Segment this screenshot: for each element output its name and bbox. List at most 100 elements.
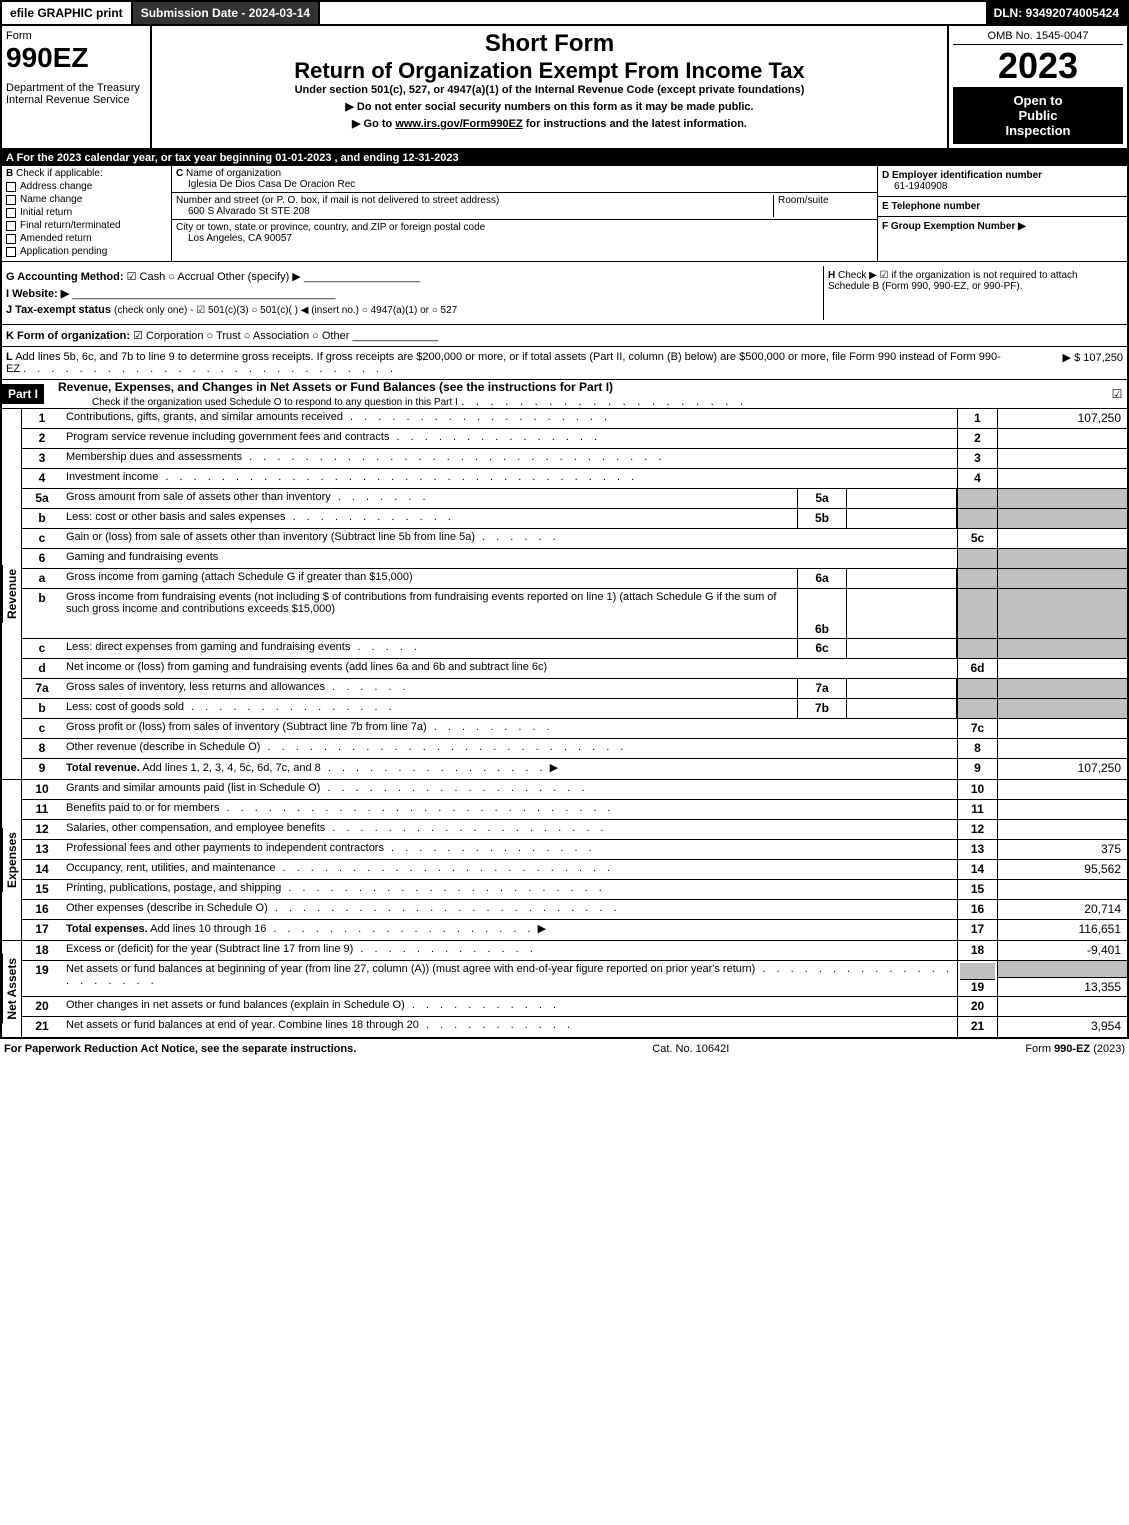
info-section: B Check if applicable: Address change Na…: [2, 166, 1127, 262]
line-desc: Net income or (loss) from gaming and fun…: [62, 659, 957, 678]
line-val: 95,562: [997, 860, 1127, 879]
sub-val: [847, 639, 957, 658]
sub-val: [847, 679, 957, 698]
checkbox-icon: [6, 182, 16, 192]
line-desc: Printing, publications, postage, and shi…: [62, 880, 957, 899]
line-desc: Investment income . . . . . . . . . . . …: [62, 469, 957, 488]
desc-text: Printing, publications, postage, and shi…: [66, 882, 281, 894]
line-rnum: 12: [957, 820, 997, 839]
line-rnum: [957, 569, 997, 588]
desc-text: Program service revenue including govern…: [66, 431, 389, 443]
line-val: [997, 820, 1127, 839]
sub-num: 5b: [797, 509, 847, 528]
irs-link[interactable]: www.irs.gov/Form990EZ: [395, 118, 522, 130]
initial-return-check[interactable]: Initial return: [6, 207, 167, 218]
c-label: C: [176, 168, 183, 179]
line-12: 12 Salaries, other compensation, and emp…: [22, 820, 1127, 840]
f-label: F Group Exemption Number ▶: [882, 221, 1026, 232]
line-val: [997, 997, 1127, 1016]
line-rnum-shaded: 19: [957, 961, 997, 996]
accrual-label: Accrual: [177, 271, 214, 283]
footer-right: Form 990-EZ (2023): [1025, 1043, 1125, 1055]
line-val: [997, 699, 1127, 718]
desc-text: Gain or (loss) from sale of assets other…: [66, 531, 475, 543]
inspection-2: Public: [959, 108, 1117, 123]
line-6: 6 Gaming and fundraising events: [22, 549, 1127, 569]
header-center: Short Form Return of Organization Exempt…: [152, 26, 947, 148]
line-num: c: [22, 639, 62, 658]
sub-num: 6b: [797, 589, 847, 638]
line-desc: Less: cost of goods sold . . . . . . . .…: [62, 699, 797, 718]
line-desc: Gross income from fundraising events (no…: [62, 589, 797, 638]
line-rnum: 11: [957, 800, 997, 819]
line-desc: Gain or (loss) from sale of assets other…: [62, 529, 957, 548]
line-rnum: 2: [957, 429, 997, 448]
h-label: H: [828, 270, 835, 281]
sub-val: [847, 589, 957, 638]
line-rnum: 16: [957, 900, 997, 919]
line-desc: Total expenses. Add lines 10 through 16 …: [62, 920, 957, 940]
net-assets-label: Net Assets: [2, 954, 21, 1024]
title-short: Short Form: [156, 30, 943, 58]
desc-text: Less: direct expenses from gaming and fu…: [66, 641, 350, 653]
efile-label[interactable]: efile GRAPHIC print: [2, 2, 133, 24]
line-val: 116,651: [997, 920, 1127, 940]
irs-label: Internal Revenue Service: [6, 94, 146, 106]
line-num: 14: [22, 860, 62, 879]
line-desc: Occupancy, rent, utilities, and maintena…: [62, 860, 957, 879]
sub-num: 6a: [797, 569, 847, 588]
header-left: Form 990EZ Department of the Treasury In…: [2, 26, 152, 148]
part1-header-row: Part I Revenue, Expenses, and Changes in…: [2, 380, 1127, 409]
line-num: 1: [22, 409, 62, 428]
inspection-3: Inspection: [959, 123, 1117, 138]
e-label: E Telephone number: [882, 201, 980, 212]
line-rnum: 18: [957, 941, 997, 960]
line-desc: Grants and similar amounts paid (list in…: [62, 780, 957, 799]
address-change-check[interactable]: Address change: [6, 181, 167, 192]
line-rnum: 19: [960, 979, 995, 994]
check-label: Check if applicable:: [16, 168, 103, 179]
expenses-table: 10 Grants and similar amounts paid (list…: [22, 780, 1127, 940]
sub-num: 7b: [797, 699, 847, 718]
amended-return-check[interactable]: Amended return: [6, 233, 167, 244]
middle-section: G Accounting Method: ☑ Cash ○ Accrual Ot…: [2, 262, 1127, 325]
form-container: Form 990EZ Department of the Treasury In…: [0, 26, 1129, 1039]
line-val: 375: [997, 840, 1127, 859]
desc-text: Contributions, gifts, grants, and simila…: [66, 411, 343, 423]
line-rnum: [957, 679, 997, 698]
desc-text: Other expenses (describe in Schedule O): [66, 902, 268, 914]
line-rnum: [957, 639, 997, 658]
line-rnum: 4: [957, 469, 997, 488]
line-val: 20,714: [997, 900, 1127, 919]
line-11: 11 Benefits paid to or for members . . .…: [22, 800, 1127, 820]
part1-label: Part I: [2, 384, 44, 404]
section-b: B Check if applicable: Address change Na…: [2, 166, 172, 261]
line-num: 17: [22, 920, 62, 940]
name-change-check[interactable]: Name change: [6, 194, 167, 205]
line-6a: a Gross income from gaming (attach Sched…: [22, 569, 1127, 589]
line-rnum: [957, 549, 997, 568]
line-6c: c Less: direct expenses from gaming and …: [22, 639, 1127, 659]
line-desc: Professional fees and other payments to …: [62, 840, 957, 859]
dln-label: DLN: 93492074005424: [986, 2, 1127, 24]
line-val: [997, 449, 1127, 468]
line-desc: Other changes in net assets or fund bala…: [62, 997, 957, 1016]
application-pending-check[interactable]: Application pending: [6, 246, 167, 257]
expenses-section: Expenses 10 Grants and similar amounts p…: [2, 780, 1127, 941]
line-val: [997, 569, 1127, 588]
line-num: 13: [22, 840, 62, 859]
line-val: [997, 549, 1127, 568]
dots: . . . . . . . . . . . . . . . . . . . .: [461, 394, 747, 408]
line-13: 13 Professional fees and other payments …: [22, 840, 1127, 860]
line-num: 9: [22, 759, 62, 779]
desc-text: Less: cost or other basis and sales expe…: [66, 511, 286, 523]
revenue-table: 1 Contributions, gifts, grants, and simi…: [22, 409, 1127, 779]
final-return-check[interactable]: Final return/terminated: [6, 220, 167, 231]
revenue-section: Revenue 1 Contributions, gifts, grants, …: [2, 409, 1127, 780]
line-num: 16: [22, 900, 62, 919]
dept-label: Department of the Treasury: [6, 82, 146, 94]
line-num: 4: [22, 469, 62, 488]
checkbox-icon: [6, 221, 16, 231]
line-val: [997, 639, 1127, 658]
expenses-side: Expenses: [2, 780, 22, 940]
